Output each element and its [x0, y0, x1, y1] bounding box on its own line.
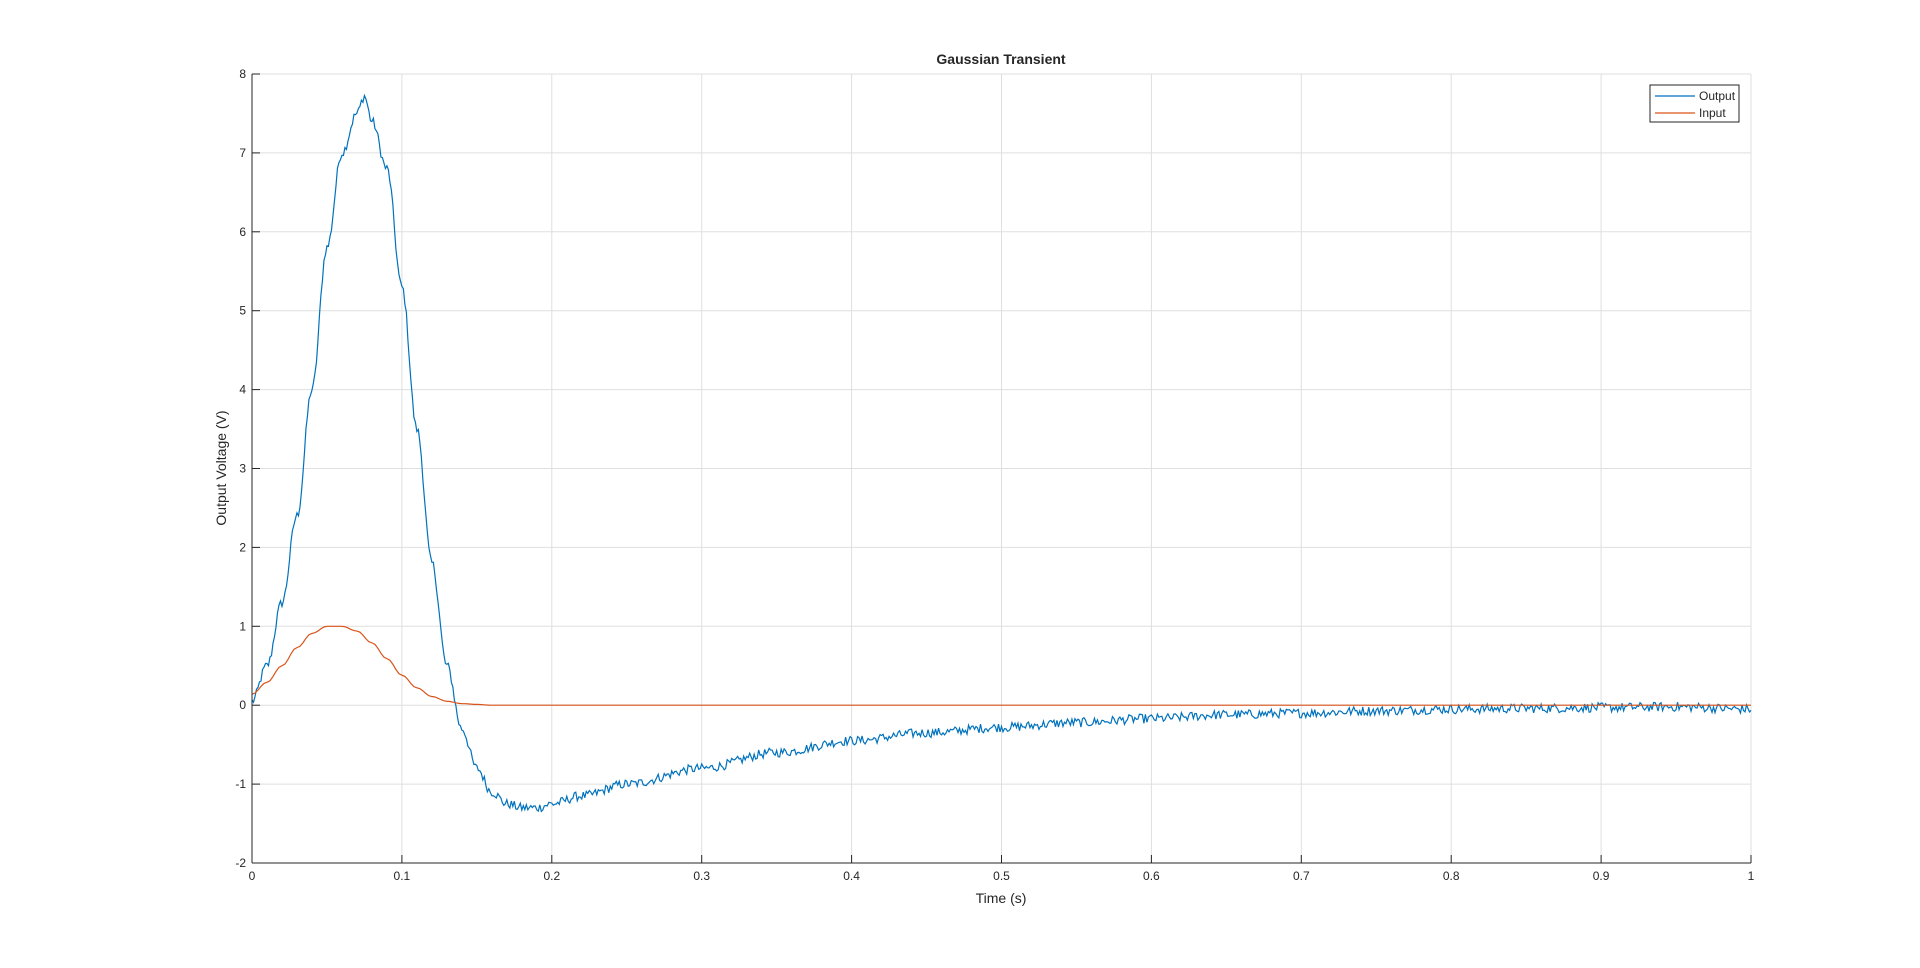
- y-tick-label: 3: [239, 462, 246, 476]
- y-tick-label: 0: [239, 698, 246, 712]
- x-tick-label: 0.1: [394, 869, 411, 883]
- series-line-output: [251, 93, 1752, 813]
- x-tick-label: 0: [249, 869, 256, 883]
- x-tick-label: 0.2: [543, 869, 560, 883]
- x-tick-label: 0.6: [1143, 869, 1160, 883]
- y-tick-label: 8: [239, 67, 246, 81]
- x-tick-label: 0.5: [993, 869, 1010, 883]
- x-tick-label: 0.9: [1593, 869, 1610, 883]
- x-tick-label: 0.3: [693, 869, 710, 883]
- y-tick-label: 4: [239, 383, 246, 397]
- series-line-input: [251, 625, 1751, 706]
- series-layer: [251, 93, 1752, 813]
- axes: 0 0.1 0.2 0.3 0.4 0.5 0.6 0.7 0.8 0.9 1 -2 -1 0 1 2 3 4 5 6…: [235, 67, 1754, 883]
- grid: [251, 73, 1752, 864]
- y-tick-label: -2: [235, 856, 246, 870]
- x-tick-label: 1: [1748, 869, 1755, 883]
- x-axis-label: Time (s): [976, 890, 1027, 906]
- y-axis-label: Output Voltage (V): [213, 410, 229, 525]
- x-tick-label: 0.7: [1293, 869, 1310, 883]
- x-tick-label: 0.8: [1443, 869, 1460, 883]
- legend[interactable]: Output Input: [1649, 84, 1740, 123]
- y-tick-label: 7: [239, 146, 246, 160]
- y-tick-label: 2: [239, 540, 246, 554]
- legend-label-output: Output: [1699, 89, 1736, 103]
- y-tick-label: 1: [239, 619, 246, 633]
- chart-title: Gaussian Transient: [936, 51, 1065, 67]
- y-tick-label: -1: [235, 777, 246, 791]
- legend-label-input: Input: [1699, 106, 1726, 120]
- y-tick-label: 5: [239, 304, 246, 318]
- legend-box: [1649, 84, 1740, 123]
- x-tick-label: 0.4: [843, 869, 860, 883]
- y-tick-label: 6: [239, 225, 246, 239]
